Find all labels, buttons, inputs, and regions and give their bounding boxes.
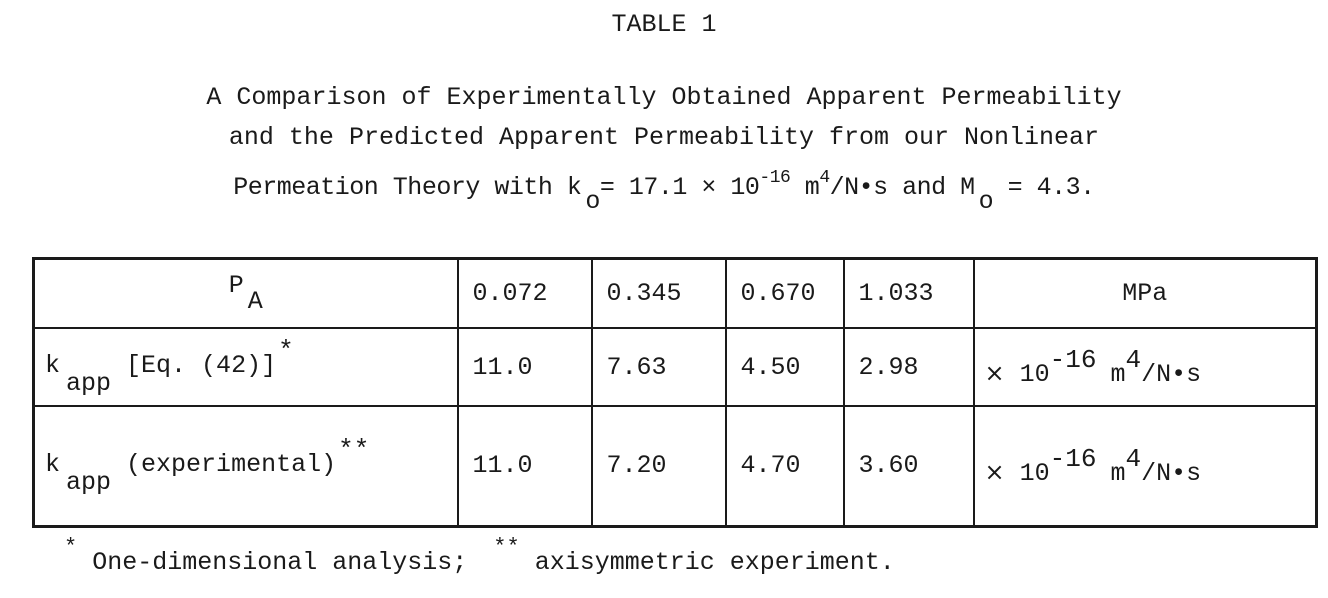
row-label-cell: kapp (experimental)**: [32, 404, 459, 528]
caption-line-3-end: = 4.3.: [993, 173, 1096, 202]
caption-line-3: Permeation Theory with k o= 17.1 × 10-16 …: [0, 158, 1328, 222]
footnote-marker: *: [278, 336, 294, 367]
footnote-text-1: One-dimensional analysis;: [92, 548, 468, 577]
value-cell: 4.70: [724, 404, 845, 528]
app-subscript: app: [66, 369, 112, 399]
unit-base: 10: [1004, 458, 1050, 488]
table-footnote: * One-dimensional analysis; ** axisymmetr…: [64, 535, 895, 577]
pa-symbol: P: [228, 271, 244, 301]
pa-subscript: A: [247, 287, 263, 317]
pa-unit-cell: MPa: [972, 257, 1318, 330]
value-cell: 3.60: [842, 404, 975, 528]
unit-exponent: -16: [1049, 345, 1097, 376]
unit-m-exponent: 4: [1125, 345, 1142, 376]
row-label-text: (experimental): [126, 449, 337, 479]
unit-m: m: [1110, 360, 1126, 390]
k-symbol: k: [45, 449, 61, 479]
caption-line-3-mid: = 17.1 × 10: [599, 173, 760, 202]
unit-exponent: -16: [1049, 443, 1097, 474]
caption-unit-exponent: 4: [819, 168, 830, 188]
unit-base: 10: [1004, 360, 1050, 390]
table-row-eq42: kapp [Eq. (42)]* 11.0 7.63 4.50 2.98 × 1…: [32, 327, 1318, 407]
row-label-text: [Eq. (42)]: [126, 351, 277, 381]
pa-value-cell: 0.670: [724, 257, 845, 330]
footnote-mark-single: *: [64, 535, 78, 560]
value-cell: 7.20: [590, 404, 727, 528]
caption-line-2: and the Predicted Apparent Permeability …: [228, 123, 1100, 152]
unit-m: m: [1110, 458, 1126, 488]
table-label: TABLE 1: [611, 10, 717, 39]
unit-tail: /N•s: [1141, 458, 1202, 488]
footnote-mark-double: **: [493, 535, 520, 560]
unit-m-exponent: 4: [1125, 443, 1142, 474]
table-row-experimental: kapp (experimental)** 11.0 7.20 4.70 3.6…: [32, 404, 1318, 528]
table-caption: A Comparison of Experimentally Obtained …: [0, 78, 1328, 222]
caption-unit: m: [790, 173, 820, 202]
pa-value-cell: 0.345: [590, 257, 727, 330]
value-cell: 7.63: [590, 327, 727, 407]
caption-exponent: -16: [759, 168, 791, 188]
pa-value-cell: 0.072: [456, 257, 593, 330]
unit-cell: × 10-16 m4/N•s: [972, 327, 1318, 407]
app-subscript: app: [66, 467, 112, 497]
value-cell: 11.0: [456, 404, 593, 528]
pa-header-cell: PA: [32, 257, 459, 330]
times-symbol: ×: [984, 359, 1005, 388]
k-o-subscript: o: [585, 187, 600, 216]
footnote-marker: **: [338, 434, 370, 465]
unit-tail: /N•s: [1141, 360, 1202, 390]
k-symbol: k: [45, 351, 61, 381]
caption-line-1: A Comparison of Experimentally Obtained …: [206, 83, 1122, 112]
unit-cell: × 10-16 m4/N•s: [972, 404, 1318, 528]
row-label-cell: kapp [Eq. (42)]*: [32, 327, 459, 407]
permeability-table: PA 0.072 0.345 0.670 1.033 MPa kapp [Eq.…: [32, 257, 1318, 528]
caption-line-3-pre: Permeation Theory with k: [233, 173, 582, 202]
value-cell: 4.50: [724, 327, 845, 407]
m-o-subscript: o: [978, 187, 994, 216]
value-cell: 11.0: [456, 327, 593, 407]
pa-value-cell: 1.033: [842, 257, 975, 330]
footnote-text-2: axisymmetric experiment.: [534, 548, 895, 577]
value-cell: 2.98: [842, 327, 975, 407]
caption-line-3-tail: /N•s and M: [829, 173, 976, 202]
table-header-row: PA 0.072 0.345 0.670 1.033 MPa: [32, 257, 1318, 330]
times-symbol: ×: [984, 457, 1005, 486]
